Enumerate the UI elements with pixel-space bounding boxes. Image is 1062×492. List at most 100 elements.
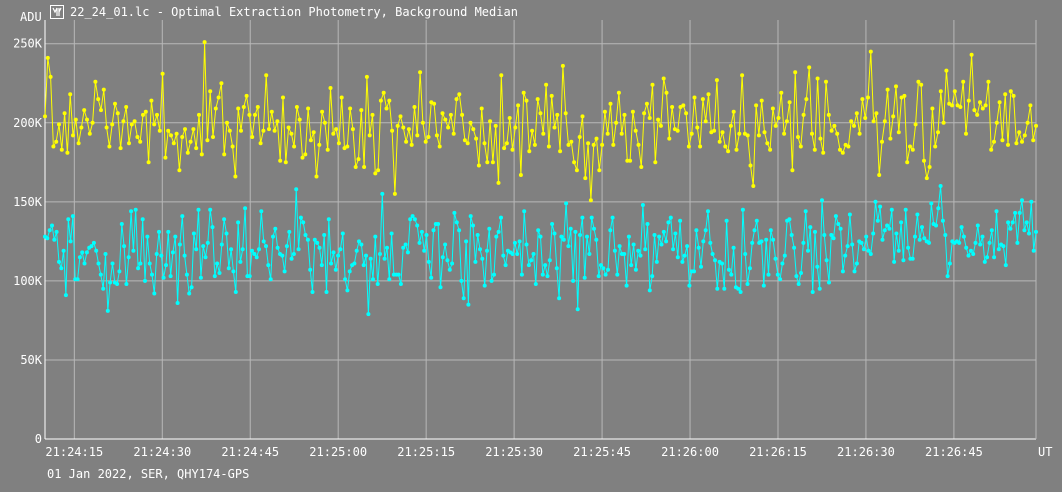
data-point [687,283,692,288]
data-point [882,228,887,233]
data-point [132,119,137,124]
data-point [603,272,608,277]
data-point [101,87,106,92]
data-point [790,168,795,173]
data-point [154,252,159,256]
data-point [474,136,479,141]
data-point [780,261,785,266]
data-point [254,255,259,260]
data-point [319,263,324,268]
data-point [894,84,898,89]
data-point [378,252,382,256]
data-point [62,111,67,116]
data-point [494,234,499,239]
data-point [668,215,673,220]
data-point [294,187,299,192]
data-point [382,256,387,261]
data-point [840,150,845,155]
data-point [903,207,908,212]
data-point [241,105,246,109]
data-point [633,267,638,272]
data-point [339,95,344,100]
data-point [278,158,283,163]
data-point [157,229,161,234]
data-point [187,291,192,296]
data-point [401,245,406,250]
data-point [617,244,622,249]
data-point [479,106,484,111]
data-point [910,256,915,261]
grid-lines [45,20,1036,439]
series-2 [43,184,1038,317]
data-point [591,142,596,147]
data-point [643,247,648,252]
data-point [594,136,599,141]
x-tick-label: 21:25:00 [309,445,367,459]
data-point [703,119,708,124]
data-point [236,220,241,225]
data-point [899,220,904,225]
data-point [659,242,664,247]
data-point [845,244,850,249]
data-point [636,142,641,147]
data-point [240,247,245,252]
data-point [238,259,243,264]
data-point [267,127,271,132]
data-point [720,130,725,135]
data-point [747,266,752,271]
data-point [629,263,634,268]
data-point [79,125,84,130]
data-point [852,123,856,128]
x-tick-label: 21:26:30 [837,445,895,459]
data-point [51,144,56,149]
data-point [268,277,273,282]
data-point [471,127,476,132]
data-point [230,144,235,149]
data-point [798,144,803,149]
data-point [838,147,842,152]
data-point [47,228,52,233]
data-point [564,201,569,206]
data-point [80,250,85,255]
data-point [934,223,938,228]
data-point [461,296,466,301]
data-point [362,165,367,169]
data-point [992,255,997,260]
data-point [202,40,207,45]
data-point [65,150,70,155]
data-point [657,234,662,239]
data-point [216,95,221,100]
data-point [408,217,413,222]
data-point [96,97,101,102]
data-point [364,253,368,258]
data-point [592,226,596,231]
data-point [429,275,434,280]
data-point [243,206,248,211]
data-point [754,103,759,108]
data-point [554,266,559,271]
data-point [708,240,713,245]
data-point [105,308,110,313]
data-point [888,136,893,141]
data-point [211,135,215,139]
data-point [398,282,403,286]
data-point [784,119,789,124]
data-point [462,138,467,143]
lightcurve-app-icon[interactable] [50,5,64,19]
data-point [682,253,687,258]
data-point [412,105,417,109]
data-point [745,282,750,286]
data-point [602,109,607,114]
data-point [840,269,845,274]
data-point [745,133,750,138]
data-point [417,240,422,245]
data-point [518,173,523,177]
tick-labels: 0 50K 100K 150K 200K 250K 21:24:15 21:24:30 21:2… [13,10,1052,459]
data-point [426,135,431,139]
data-point [368,256,373,261]
data-point [373,234,378,239]
data-point [133,207,138,212]
data-point [161,275,166,280]
data-point [217,271,222,275]
data-point [465,141,470,146]
